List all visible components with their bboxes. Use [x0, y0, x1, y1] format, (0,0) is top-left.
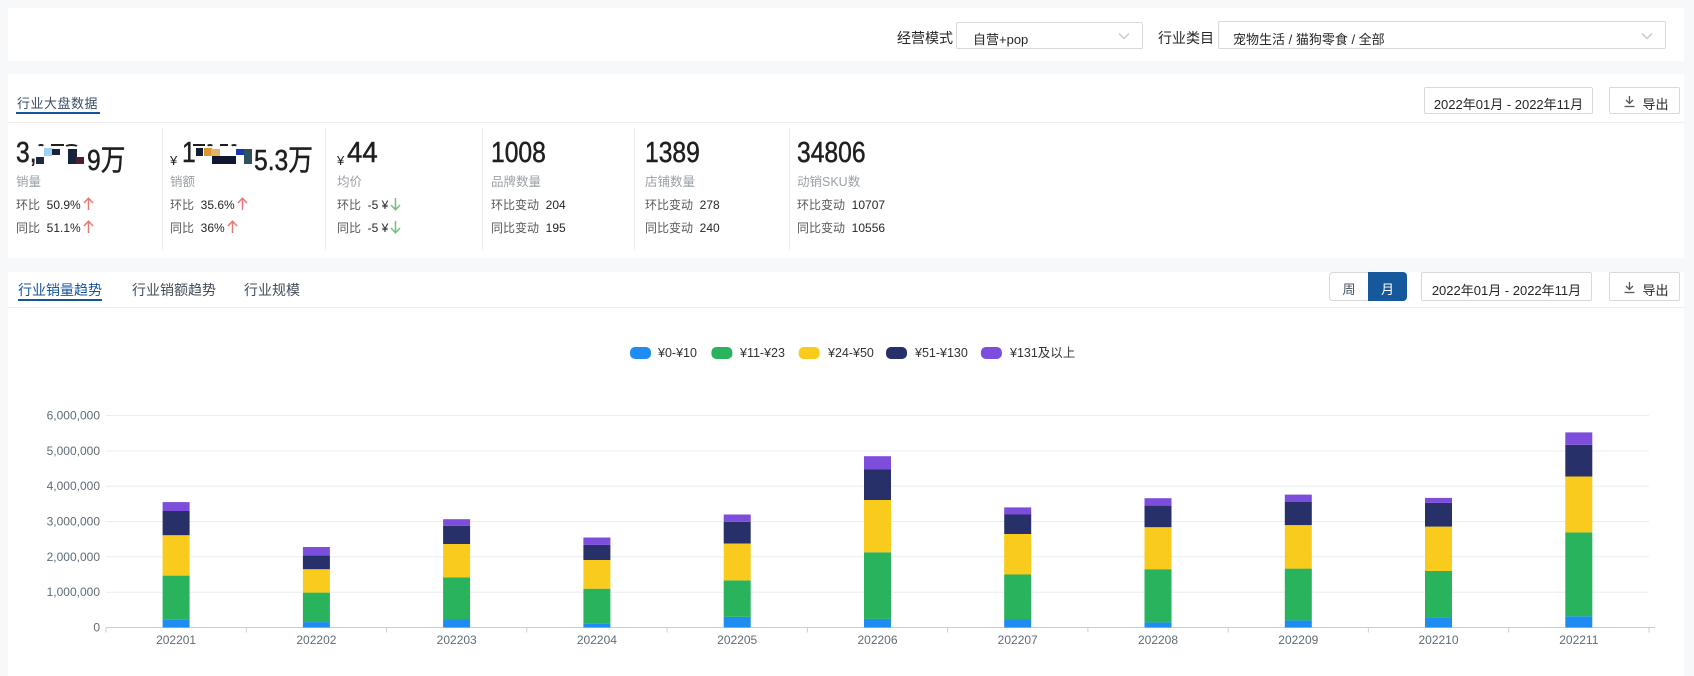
svg-text:202206: 202206: [857, 633, 897, 647]
svg-text:202211: 202211: [1559, 633, 1598, 647]
svg-text:202208: 202208: [1138, 633, 1178, 647]
svg-text:202207: 202207: [998, 633, 1038, 647]
svg-text:202210: 202210: [1418, 633, 1458, 647]
svg-text:¥24-¥50: ¥24-¥50: [827, 346, 874, 360]
svg-text:1,000,000: 1,000,000: [47, 585, 101, 599]
svg-text:¥131及以上: ¥131及以上: [1009, 346, 1075, 360]
svg-text:¥51-¥130: ¥51-¥130: [914, 346, 968, 360]
svg-text:¥0-¥10: ¥0-¥10: [657, 346, 697, 360]
svg-text:0: 0: [93, 621, 100, 635]
svg-text:202205: 202205: [717, 633, 757, 647]
svg-text:2,000,000: 2,000,000: [47, 550, 101, 564]
svg-text:202202: 202202: [296, 633, 336, 647]
svg-text:6,000,000: 6,000,000: [47, 409, 101, 423]
svg-text:202204: 202204: [577, 633, 617, 647]
svg-text:202201: 202201: [156, 633, 196, 647]
svg-text:5,000,000: 5,000,000: [47, 444, 101, 458]
svg-text:202203: 202203: [437, 633, 477, 647]
svg-text:3,000,000: 3,000,000: [47, 515, 101, 529]
svg-text:¥11-¥23: ¥11-¥23: [739, 346, 785, 360]
svg-text:202209: 202209: [1278, 633, 1318, 647]
svg-text:4,000,000: 4,000,000: [47, 479, 101, 493]
